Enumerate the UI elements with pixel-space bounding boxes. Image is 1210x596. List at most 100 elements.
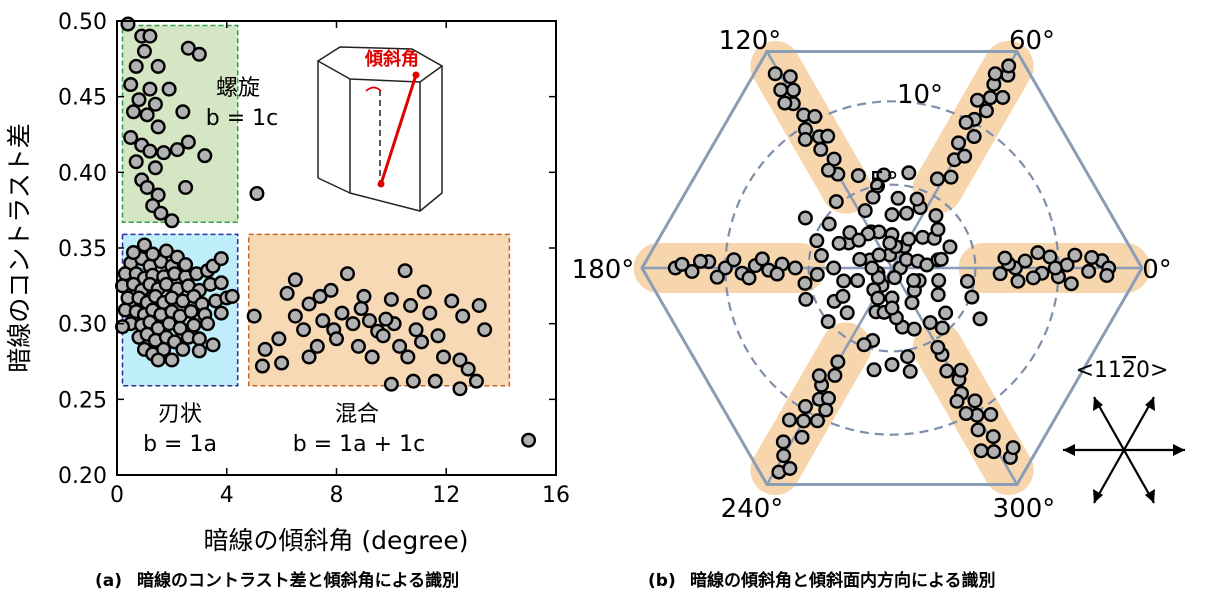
data-point (957, 148, 973, 164)
angle-label-240: 240° (721, 494, 784, 524)
data-point (468, 373, 484, 389)
data-point (938, 305, 954, 321)
data-point (150, 119, 166, 135)
data-point (960, 273, 976, 289)
data-point (257, 341, 273, 357)
data-point (813, 248, 829, 264)
data-point (741, 270, 757, 286)
data-point (769, 266, 785, 282)
data-point (985, 429, 1001, 445)
data-point (452, 352, 468, 368)
data-point (943, 169, 959, 185)
data-point (782, 69, 798, 85)
line-end-top (412, 71, 420, 79)
data-point (754, 251, 770, 267)
data-point (674, 256, 690, 272)
data-point (876, 167, 892, 183)
data-point (1005, 440, 1021, 456)
data-point (781, 412, 797, 428)
x-tick-label: 8 (330, 483, 344, 508)
y-tick-label: 0.25 (58, 388, 107, 413)
data-point (987, 66, 1003, 82)
angle-arc (365, 86, 382, 92)
data-point (986, 444, 1002, 460)
y-tick-label: 0.30 (58, 313, 107, 338)
data-point (684, 263, 700, 279)
inclined-dislocation-line (379, 74, 418, 185)
scatter-points-b (667, 58, 1117, 480)
data-point (887, 270, 903, 286)
data-point (175, 104, 191, 120)
data-point (1030, 245, 1046, 261)
data-point (966, 129, 982, 145)
data-point (339, 266, 355, 282)
direction-label-start: <11 (1076, 358, 1122, 383)
data-point (271, 331, 287, 347)
data-point (378, 311, 394, 327)
data-point (767, 66, 783, 82)
radial-ring (807, 183, 977, 353)
data-point (930, 339, 946, 355)
data-point (826, 260, 842, 276)
data-point (995, 89, 1011, 105)
data-point (345, 316, 361, 332)
data-point (309, 338, 325, 354)
data-point (180, 134, 196, 150)
data-point (901, 165, 917, 181)
data-point (383, 376, 399, 392)
direction-label-bar: 2 (1122, 358, 1136, 383)
data-point (392, 338, 408, 354)
data-point (145, 246, 161, 262)
data-point (1081, 263, 1097, 279)
angle-label-180: 180° (572, 255, 635, 285)
data-point (930, 221, 946, 237)
data-point (416, 284, 432, 300)
data-point (970, 92, 986, 108)
data-point (794, 429, 810, 445)
data-point (820, 314, 836, 330)
data-point (296, 322, 312, 338)
region-formula-screw: b = 1c (206, 106, 278, 131)
data-point (902, 363, 918, 379)
data-point (197, 148, 213, 164)
data-point (785, 82, 801, 98)
data-point (831, 235, 847, 251)
direction-legend: <1120> (1063, 358, 1185, 504)
data-point (254, 358, 270, 374)
data-point (213, 251, 229, 267)
data-point (870, 290, 886, 306)
data-point (882, 235, 898, 251)
data-point (436, 349, 452, 365)
data-point (224, 288, 240, 304)
data-point (136, 43, 152, 59)
data-point (200, 316, 216, 332)
region-label-mixed: 混合 (335, 402, 379, 427)
arrowhead-upper-right (1145, 397, 1155, 411)
data-point (797, 399, 813, 415)
data-point (414, 334, 430, 350)
data-point (142, 143, 158, 159)
data-point (1047, 260, 1063, 276)
data-point (172, 320, 188, 336)
data-point (929, 171, 945, 187)
data-point (279, 285, 295, 301)
data-point (958, 114, 974, 130)
data-point (1099, 268, 1115, 284)
arrow-heads (1063, 397, 1185, 503)
direction-arrow-diag2 (1093, 396, 1155, 504)
data-point (890, 190, 906, 206)
data-point (818, 402, 834, 418)
data-point (870, 178, 886, 194)
data-point (287, 272, 303, 288)
data-point (797, 210, 813, 226)
data-point (964, 289, 980, 305)
data-point (356, 288, 372, 304)
y-tick-label: 0.40 (58, 161, 107, 186)
data-point (301, 296, 317, 312)
data-point (139, 107, 155, 123)
data-point (871, 247, 887, 263)
data-point (809, 233, 825, 249)
data-point (521, 432, 537, 448)
data-point (334, 305, 350, 321)
